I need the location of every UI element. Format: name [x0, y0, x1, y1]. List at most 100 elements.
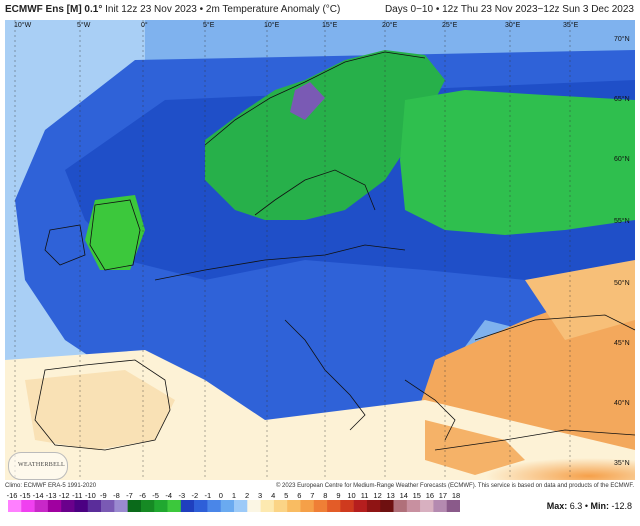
colorbar-swatch: [87, 500, 102, 512]
colorbar-tick-label: 2: [245, 491, 250, 500]
ireland-coast: [44, 224, 86, 266]
colorbar-swatch: [393, 500, 408, 512]
colorbar-swatch: [21, 500, 35, 512]
norway-extreme-cold-patch: [290, 82, 325, 120]
colorbar-tick-label: 12: [373, 491, 382, 500]
south-warm-glow: [405, 440, 635, 480]
colorbar-swatch: [420, 500, 434, 512]
colorbar-tick-label: -9: [100, 491, 107, 500]
max-label: Max:: [546, 501, 568, 511]
iberia-mild-anomaly: [25, 370, 175, 450]
lat-label: 55°N: [614, 218, 630, 225]
min-label: Min:: [590, 501, 609, 511]
lon-label: 15°E: [322, 22, 338, 29]
colorbar-tick-label: -15: [19, 491, 31, 500]
lon-label: 5°E: [203, 22, 215, 29]
colorbar-tick-label: 16: [425, 491, 435, 500]
colorbar-swatch: [247, 500, 261, 512]
colorbar-swatch: [273, 500, 288, 512]
colorbar-tick-label: 17: [438, 491, 448, 500]
colorbar-swatch: [8, 500, 22, 512]
colorbar-swatch: [353, 500, 368, 512]
map-header: ECMWF Ens [M] 0.1° Init 12z 23 Nov 2023 …: [0, 0, 640, 20]
credits-bar: Climo: ECMWF ERA-5 1991-2020 © 2023 Euro…: [0, 481, 640, 491]
colorbar-tick-label: 18: [451, 491, 461, 500]
black-sea-warm-anomaly: [525, 260, 635, 340]
lon-label: 10°E: [264, 22, 280, 29]
swedish-coast: [254, 169, 376, 216]
colorbar-swatch: [127, 500, 142, 512]
max-value: 6.3: [569, 501, 583, 511]
iberia-coast: [34, 359, 171, 451]
colorbar-swatch: [114, 500, 128, 512]
colorbar-swatch: [220, 500, 235, 512]
colorbar-swatch: [140, 500, 155, 512]
colorbar-swatch: [287, 500, 301, 512]
uk-cold-anomaly: [85, 195, 145, 270]
north-coast: [154, 244, 406, 281]
colorbar-tick-label: -13: [45, 491, 57, 500]
max-min-readout: Max: 6.3 • Min: -12.8: [547, 501, 632, 511]
colorbar-tick-label: 5: [284, 491, 289, 500]
coastlines: [34, 51, 635, 451]
colorbar-tick-label: 13: [386, 491, 395, 500]
colorbar-swatch: [154, 500, 168, 512]
lat-label: 40°N: [614, 400, 630, 407]
lat-label: 65°N: [614, 96, 630, 103]
colorbar-tick-label: 11: [360, 491, 369, 500]
colorbar-swatch: [74, 500, 89, 512]
colorbar-tick-label: -6: [139, 491, 146, 500]
colorbar-swatch: [207, 500, 221, 512]
colorbar-tick-label: 1: [231, 491, 237, 500]
init-time: Init 12z 23 Nov 2023: [105, 4, 197, 15]
turkey-coast: [434, 429, 635, 451]
temperature-anomaly-map: [5, 20, 635, 480]
norway-coast: [204, 51, 426, 146]
colorbar-tick-label: 14: [399, 491, 408, 500]
min-value: -12.8: [611, 501, 632, 511]
lon-label: 5°W: [77, 22, 91, 29]
colorbar-tick-label: -10: [84, 491, 96, 500]
colorbar-tick-label: -7: [126, 491, 133, 500]
lat-label: 50°N: [614, 280, 630, 287]
weatherbell-logo: WEATHERBELL: [8, 452, 68, 480]
lon-label: 25°E: [442, 22, 458, 29]
colorbar-swatch: [380, 500, 394, 512]
colorbar-tick-label: -8: [113, 491, 120, 500]
colorbar-tick-label: -3: [178, 491, 186, 500]
colorbar-swatch: [313, 500, 328, 512]
colorbar-tick-label: -4: [165, 491, 173, 500]
great-britain-coast: [89, 199, 141, 271]
colorbar-tick-label: -1: [204, 491, 212, 500]
colorbar-tick-label: -12: [58, 491, 70, 500]
colorbar-swatch: [47, 500, 62, 512]
colorbar-tick-label: 3: [258, 491, 263, 500]
colorbar-tick-label: -11: [72, 491, 83, 500]
lon-label: 0°: [141, 22, 148, 29]
colorbar-tick-label: -5: [152, 491, 159, 500]
colorbar-tick-label: -2: [191, 491, 199, 500]
colorbar-tick-label: 15: [412, 491, 421, 500]
colorbar-tick-label: 9: [336, 491, 341, 500]
logo-text: WEATHERBELL: [18, 462, 65, 468]
valid-range: Days 0−10 • 12z Thu 23 Nov 2023−12z Sun …: [384, 4, 634, 15]
separator: •: [582, 501, 591, 511]
colorbar-swatch: [180, 500, 195, 512]
colorbar-swatch: [34, 500, 49, 512]
lat-label: 70°N: [614, 36, 630, 43]
ecmwf-copyright: © 2023 European Centre for Medium-Range …: [275, 483, 634, 489]
colorbar-swatch: [366, 500, 381, 512]
colorbar-swatch: [446, 500, 460, 512]
colorbar-tick-label: -16: [6, 491, 18, 500]
russia-cold-anomaly: [400, 90, 635, 235]
graticule: [14, 20, 571, 480]
colorbar-swatch: [406, 500, 421, 512]
colorbar-tick-label: 0: [218, 491, 223, 500]
colorbar-swatch: [327, 500, 341, 512]
lon-label: 35°E: [563, 22, 579, 29]
colorbar-swatch: [260, 500, 275, 512]
colorbar-swatch: [340, 500, 354, 512]
lon-label: 10°W: [14, 22, 32, 29]
lon-label: 20°E: [382, 22, 398, 29]
colorbar-swatch: [300, 500, 315, 512]
